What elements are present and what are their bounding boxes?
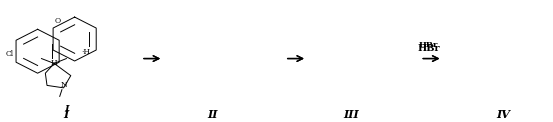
- Text: Cl: Cl: [6, 50, 14, 58]
- Text: I: I: [64, 109, 69, 120]
- Text: II: II: [208, 109, 218, 120]
- Text: HBr: HBr: [418, 44, 440, 53]
- Text: III: III: [343, 109, 359, 120]
- Text: O: O: [55, 17, 61, 25]
- Text: I: I: [64, 105, 69, 114]
- Text: N: N: [60, 81, 67, 89]
- Text: HBr: HBr: [419, 41, 439, 49]
- Text: H: H: [51, 59, 58, 67]
- Text: IV: IV: [496, 109, 510, 120]
- Text: ·H: ·H: [81, 48, 90, 56]
